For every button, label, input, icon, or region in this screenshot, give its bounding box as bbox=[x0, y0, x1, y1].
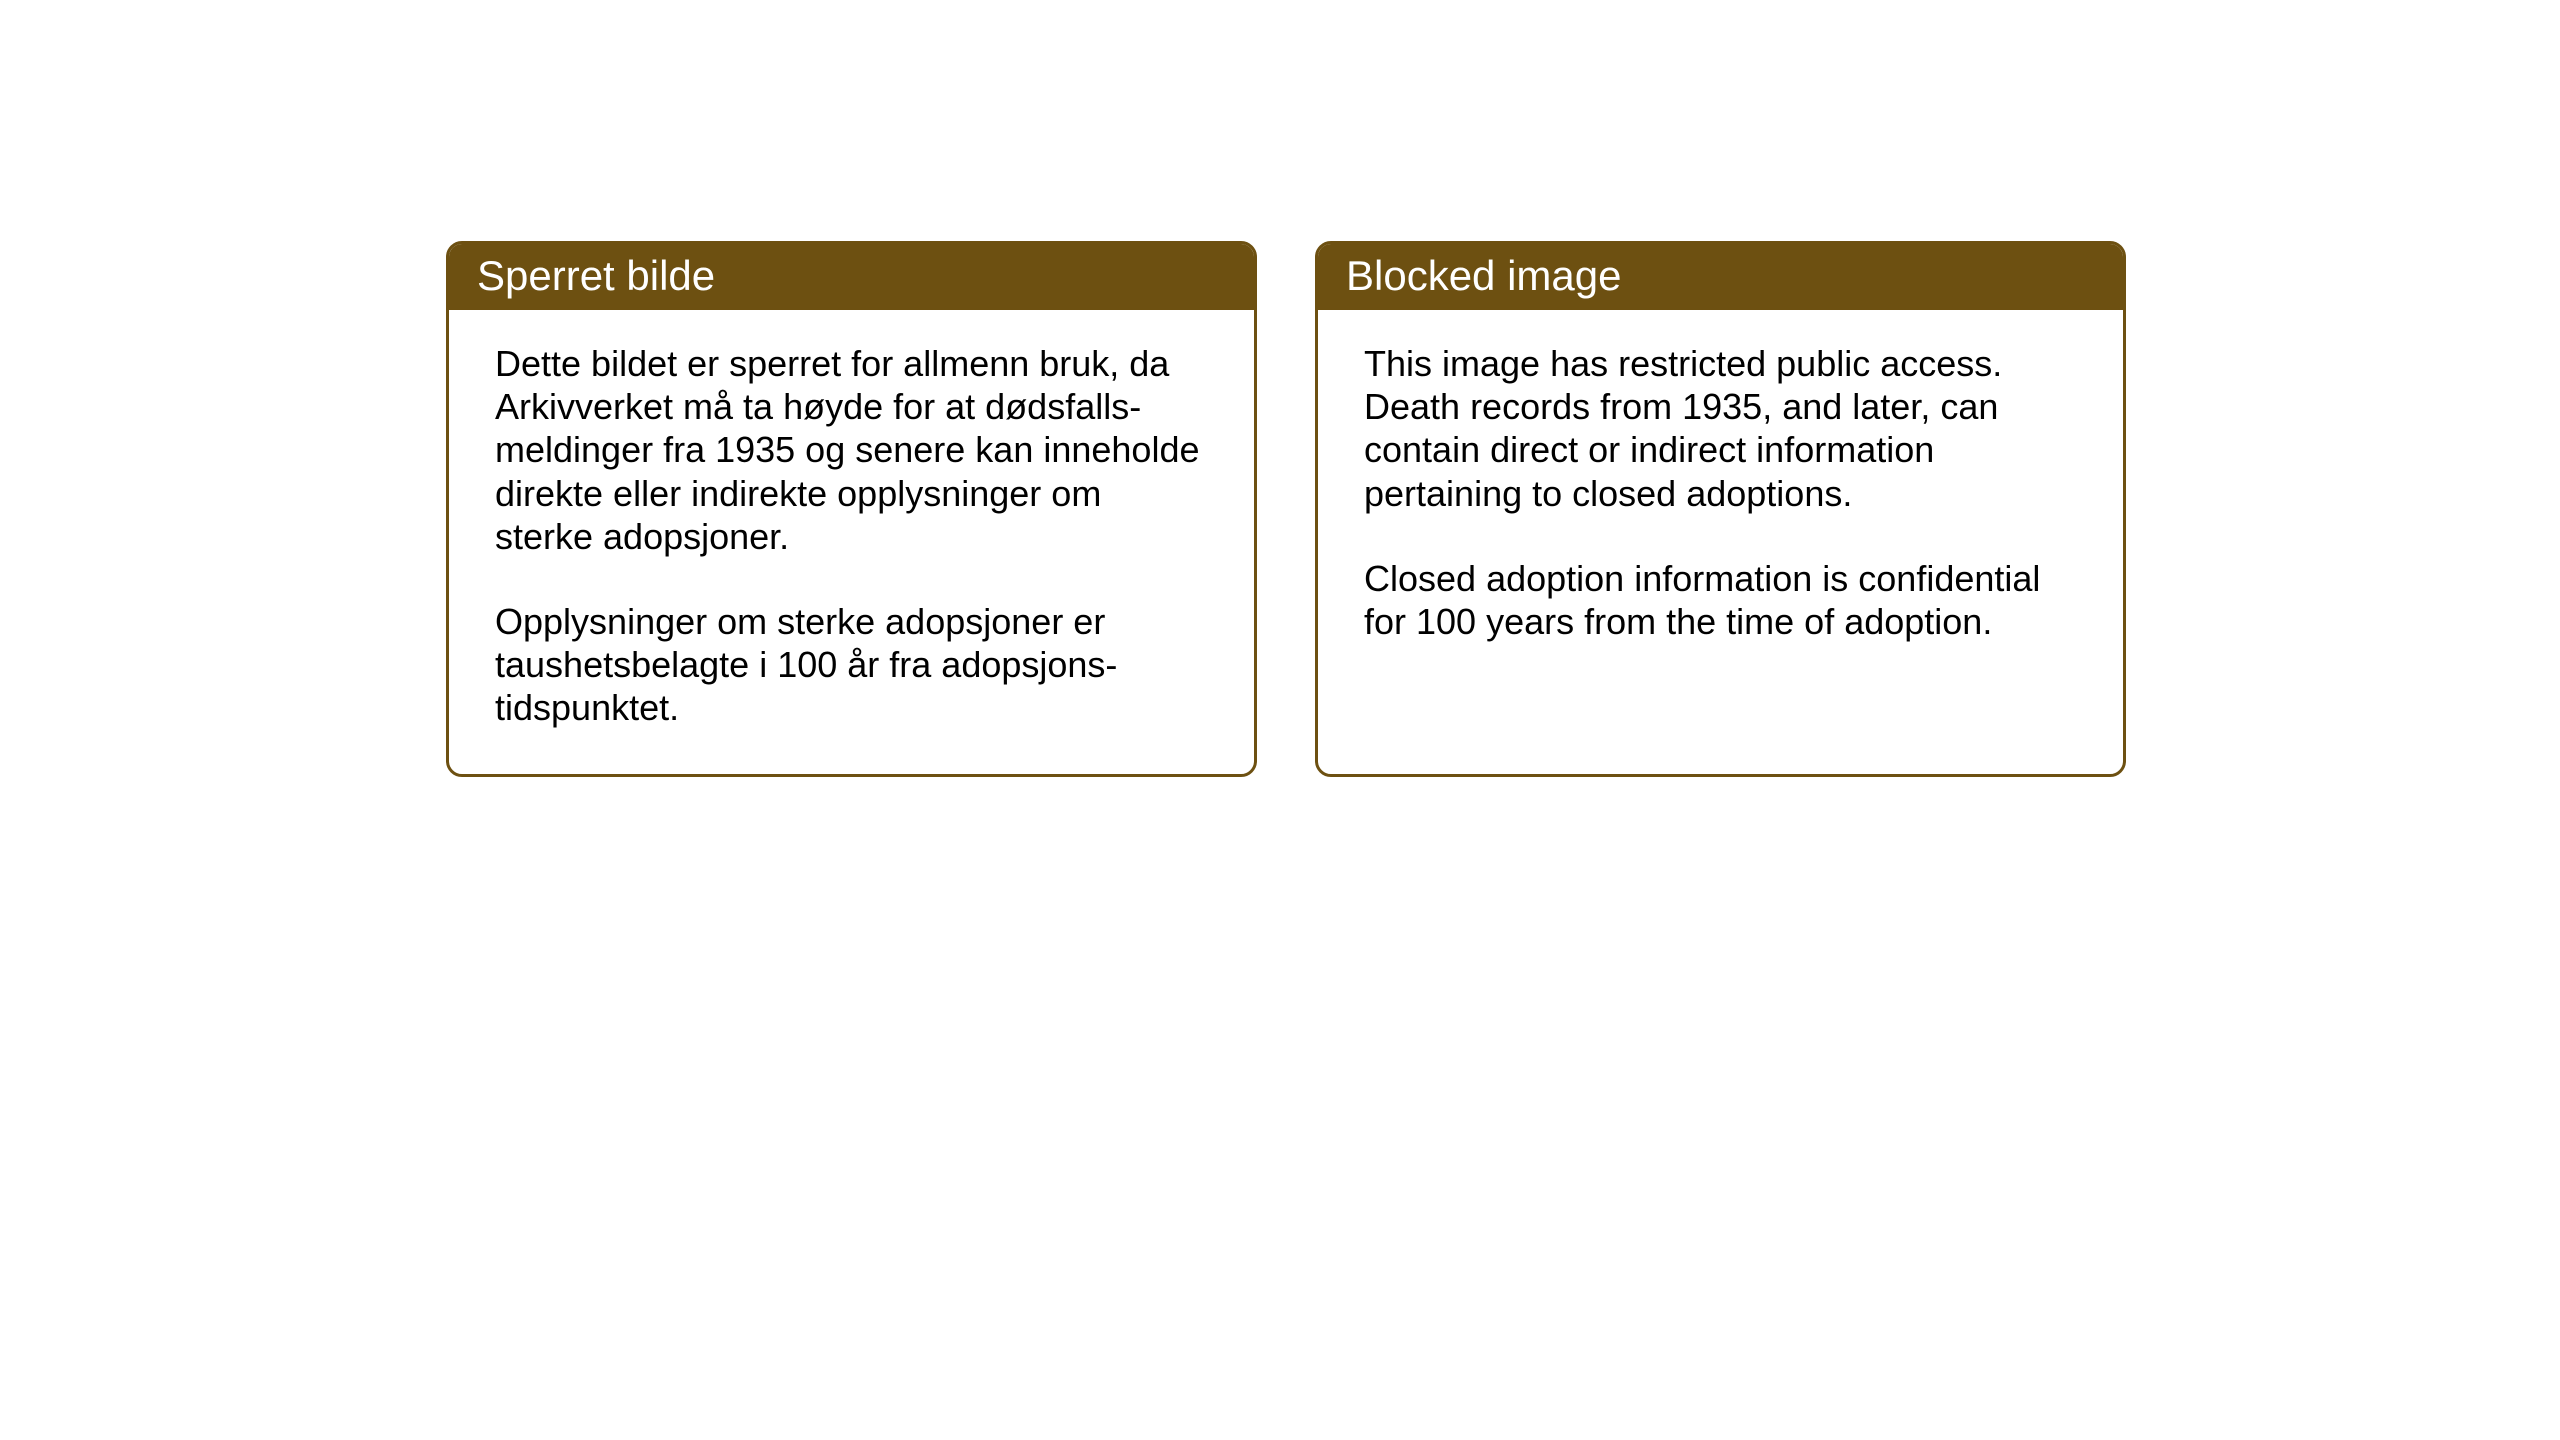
card-title-norwegian: Sperret bilde bbox=[477, 252, 715, 299]
card-header-norwegian: Sperret bilde bbox=[449, 244, 1254, 310]
card-paragraph-2-norwegian: Opplysninger om sterke adopsjoner er tau… bbox=[495, 600, 1208, 730]
card-body-english: This image has restricted public access.… bbox=[1318, 310, 2123, 687]
card-title-english: Blocked image bbox=[1346, 252, 1621, 299]
card-header-english: Blocked image bbox=[1318, 244, 2123, 310]
notice-card-english: Blocked image This image has restricted … bbox=[1315, 241, 2126, 777]
card-body-norwegian: Dette bildet er sperret for allmenn bruk… bbox=[449, 310, 1254, 774]
notice-card-norwegian: Sperret bilde Dette bildet er sperret fo… bbox=[446, 241, 1257, 777]
notice-cards-container: Sperret bilde Dette bildet er sperret fo… bbox=[446, 241, 2126, 777]
card-paragraph-1-english: This image has restricted public access.… bbox=[1364, 342, 2077, 515]
card-paragraph-2-english: Closed adoption information is confident… bbox=[1364, 557, 2077, 643]
card-paragraph-1-norwegian: Dette bildet er sperret for allmenn bruk… bbox=[495, 342, 1208, 558]
